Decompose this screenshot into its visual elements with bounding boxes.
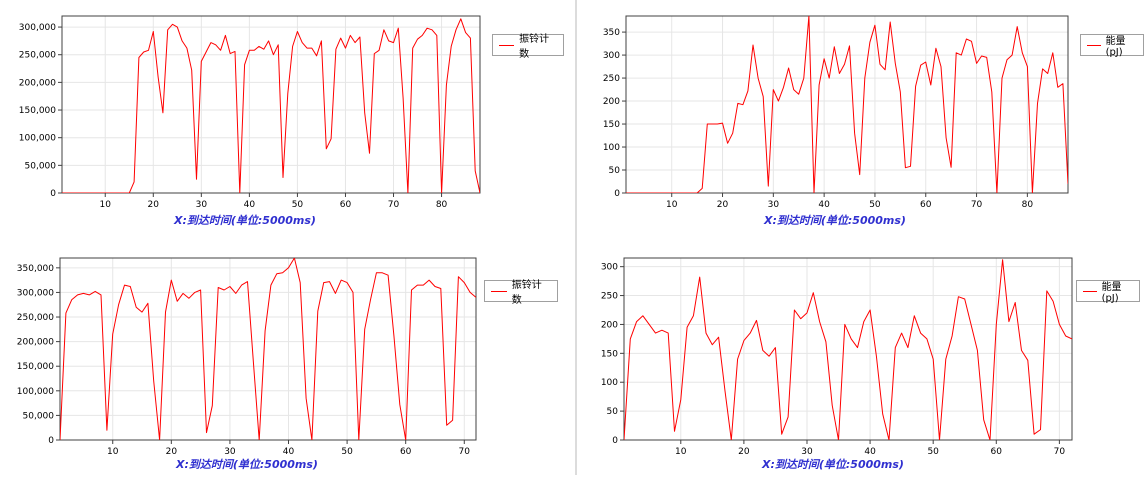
plot-frame xyxy=(61,15,481,194)
x-tick-label: 50 xyxy=(869,200,881,210)
y-tick-label: 0 xyxy=(614,189,620,199)
legend-swatch xyxy=(491,290,507,292)
series-line xyxy=(62,18,480,193)
x-tick-label: 30 xyxy=(196,200,208,210)
y-tick-label: 50 xyxy=(607,407,619,417)
legend-energy-1: 能量(pJ) xyxy=(1080,34,1144,58)
x-tick-label: 70 xyxy=(971,200,983,210)
x-tick-label: 30 xyxy=(224,447,236,457)
x-tick-label: 40 xyxy=(283,447,295,457)
x-tick-label: 70 xyxy=(1054,447,1066,457)
x-tick-label: 50 xyxy=(341,447,353,457)
x-tick-label: 40 xyxy=(244,200,256,210)
y-tick-label: 100,000 xyxy=(19,134,56,144)
chart-panel-ring-count-1: 10 20 30 40 50 60 70 80 0 50,000 100,000 150,000 200… xyxy=(0,0,574,236)
y-tick-label: 100 xyxy=(601,378,618,388)
y-tick-label: 0 xyxy=(612,436,618,446)
y-tick-label: 200,000 xyxy=(19,78,56,88)
y-tick-label: 300,000 xyxy=(19,23,56,33)
x-tick-label: 60 xyxy=(920,200,932,210)
x-tick-label: 20 xyxy=(738,447,750,457)
plot-area xyxy=(62,16,480,193)
series-line xyxy=(60,258,476,440)
x-tick-label: 10 xyxy=(666,200,678,210)
y-tick-label: 150,000 xyxy=(19,106,56,116)
legend-swatch xyxy=(1083,290,1097,292)
x-tick-label: 80 xyxy=(1022,200,1034,210)
x-tick-label: 10 xyxy=(675,447,687,457)
y-tick-label: 0 xyxy=(48,436,54,446)
y-tick-label: 50 xyxy=(609,166,621,176)
plot-area xyxy=(624,258,1072,440)
x-tick-label: 30 xyxy=(801,447,813,457)
y-tick-label: 250 xyxy=(603,74,620,84)
x-tick-label: 10 xyxy=(107,447,119,457)
plot-frame xyxy=(59,257,477,441)
x-tick-label: 20 xyxy=(717,200,729,210)
x-axis-label: X:到达时间(单位:5000ms) xyxy=(174,214,316,227)
x-tick-label: 30 xyxy=(768,200,780,210)
vertical-divider xyxy=(575,0,577,475)
ring-count-chart-1: 10 20 30 40 50 60 70 80 0 50,000 100,000 150,000 200… xyxy=(19,15,481,210)
y-tick-label: 150 xyxy=(601,349,618,359)
x-tick-label: 20 xyxy=(148,200,160,210)
energy-chart-2: 10 20 30 40 50 60 70 0 50 100 150 200 250 300 xyxy=(601,257,1073,457)
chart-panel-ring-count-2: 10 20 30 40 50 60 70 0 50,000 100,000 150,000 200,0… xyxy=(0,242,574,478)
legend-label: 振铃计数 xyxy=(519,34,550,60)
x-tick-label: 70 xyxy=(459,447,471,457)
chart-panel-energy-1: 10 20 30 40 50 60 70 80 0 50 100 150 200 250 300 350 能量… xyxy=(578,0,1148,236)
x-axis-label: X:到达时间(单位:5000ms) xyxy=(176,458,318,471)
y-tick-label: 50,000 xyxy=(25,161,57,171)
x-tick-label: 20 xyxy=(166,447,178,457)
x-tick-label: 40 xyxy=(864,447,876,457)
chart-panel-energy-2: 10 20 30 40 50 60 70 0 50 100 150 200 250 300 能量(pJ) … xyxy=(578,242,1148,478)
legend-ring-count-1: 振铃计数 xyxy=(492,34,564,60)
plot-frame xyxy=(625,15,1069,194)
y-tick-label: 300,000 xyxy=(17,288,54,298)
legend-label: 能量(pJ) xyxy=(1105,36,1126,58)
x-tick-label: 60 xyxy=(991,447,1003,457)
x-tick-label: 50 xyxy=(927,447,939,457)
y-tick-label: 250 xyxy=(601,292,618,302)
legend-swatch xyxy=(1087,44,1101,46)
y-tick-label: 250,000 xyxy=(19,51,56,61)
y-tick-label: 350 xyxy=(603,28,620,38)
legend-label: 振铃计数 xyxy=(511,280,542,306)
x-tick-label: 40 xyxy=(818,200,830,210)
y-tick-label: 150 xyxy=(603,120,620,130)
y-tick-label: 200 xyxy=(601,320,618,330)
x-axis-label: X:到达时间(单位:5000ms) xyxy=(762,458,904,471)
plot-frame xyxy=(623,257,1073,441)
y-tick-label: 150,000 xyxy=(17,362,54,372)
y-tick-label: 200 xyxy=(603,97,620,107)
y-tick-label: 100 xyxy=(603,143,620,153)
energy-chart-1: 10 20 30 40 50 60 70 80 0 50 100 150 200 250 300 350 xyxy=(603,15,1069,210)
x-tick-label: 60 xyxy=(400,447,412,457)
x-tick-label: 70 xyxy=(388,200,400,210)
plot-area xyxy=(60,258,476,440)
x-tick-label: 80 xyxy=(436,200,448,210)
y-tick-label: 50,000 xyxy=(23,411,55,421)
y-tick-label: 0 xyxy=(50,189,56,199)
series-line xyxy=(624,259,1072,440)
x-tick-label: 60 xyxy=(340,200,352,210)
series-line xyxy=(626,16,1068,193)
legend-label: 能量(pJ) xyxy=(1101,282,1122,304)
legend-swatch xyxy=(499,44,515,46)
y-tick-label: 200,000 xyxy=(17,338,54,348)
x-tick-label: 50 xyxy=(292,200,304,210)
y-tick-label: 250,000 xyxy=(17,313,54,323)
ring-count-chart-2: 10 20 30 40 50 60 70 0 50,000 100,000 150,000 200,0… xyxy=(17,257,477,457)
y-tick-label: 100,000 xyxy=(17,387,54,397)
plot-area xyxy=(626,16,1068,193)
legend-energy-2: 能量(pJ) xyxy=(1076,280,1140,304)
x-axis-label: X:到达时间(单位:5000ms) xyxy=(764,214,906,227)
y-tick-label: 300 xyxy=(601,263,618,273)
y-tick-label: 300 xyxy=(603,51,620,61)
x-tick-label: 10 xyxy=(100,200,112,210)
legend-ring-count-2: 振铃计数 xyxy=(484,280,558,306)
y-tick-label: 350,000 xyxy=(17,264,54,274)
